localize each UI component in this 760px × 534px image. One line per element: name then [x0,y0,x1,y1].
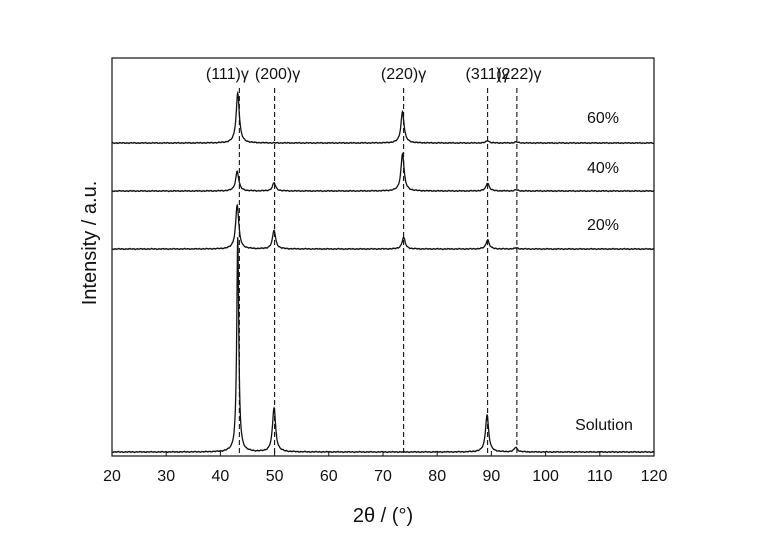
x-tick-label-30: 30 [157,468,175,485]
peak-labels: (111)γ (200)γ (220)γ (311)γ(222)γ [206,66,542,83]
x-axis-title: 2θ / (°) [353,505,413,527]
peak-label-111: (111)γ [206,66,249,83]
x-tick-label-20: 20 [103,468,121,485]
x-tick-label-40: 40 [212,468,230,485]
series-line-20 [111,203,655,251]
x-tick-label-90: 90 [483,468,501,485]
plot-frame [111,57,655,457]
series-line-60 [111,90,655,145]
series-label-60: 60% [587,110,619,127]
peak-label-220: (220)γ [381,66,426,83]
series-label-solution: Solution [575,417,633,434]
series-labels: 60% 40% 20% Solution [575,110,633,434]
series-line-40 [111,152,655,193]
peak-label-200: (200)γ [255,66,300,83]
x-tick-label-70: 70 [374,468,392,485]
series-line-solution [111,237,655,454]
series-group [111,90,655,454]
x-tick-label-110: 110 [587,468,613,485]
series-label-40: 40% [587,160,619,177]
x-tick-label-80: 80 [428,468,446,485]
peak-label-222: (222)γ [496,66,541,83]
x-tick-label-60: 60 [320,468,338,485]
peak-label-311: (311)γ [466,66,510,83]
x-tick-label-100: 100 [532,468,559,485]
x-axis-ticks: 20 30 40 50 60 70 80 90 100 110 120 [103,451,667,485]
y-axis-title: Intensity / a.u. [79,181,101,306]
series-label-20: 20% [587,217,619,234]
x-tick-label-50: 50 [266,468,284,485]
x-tick-label-120: 120 [641,468,668,485]
